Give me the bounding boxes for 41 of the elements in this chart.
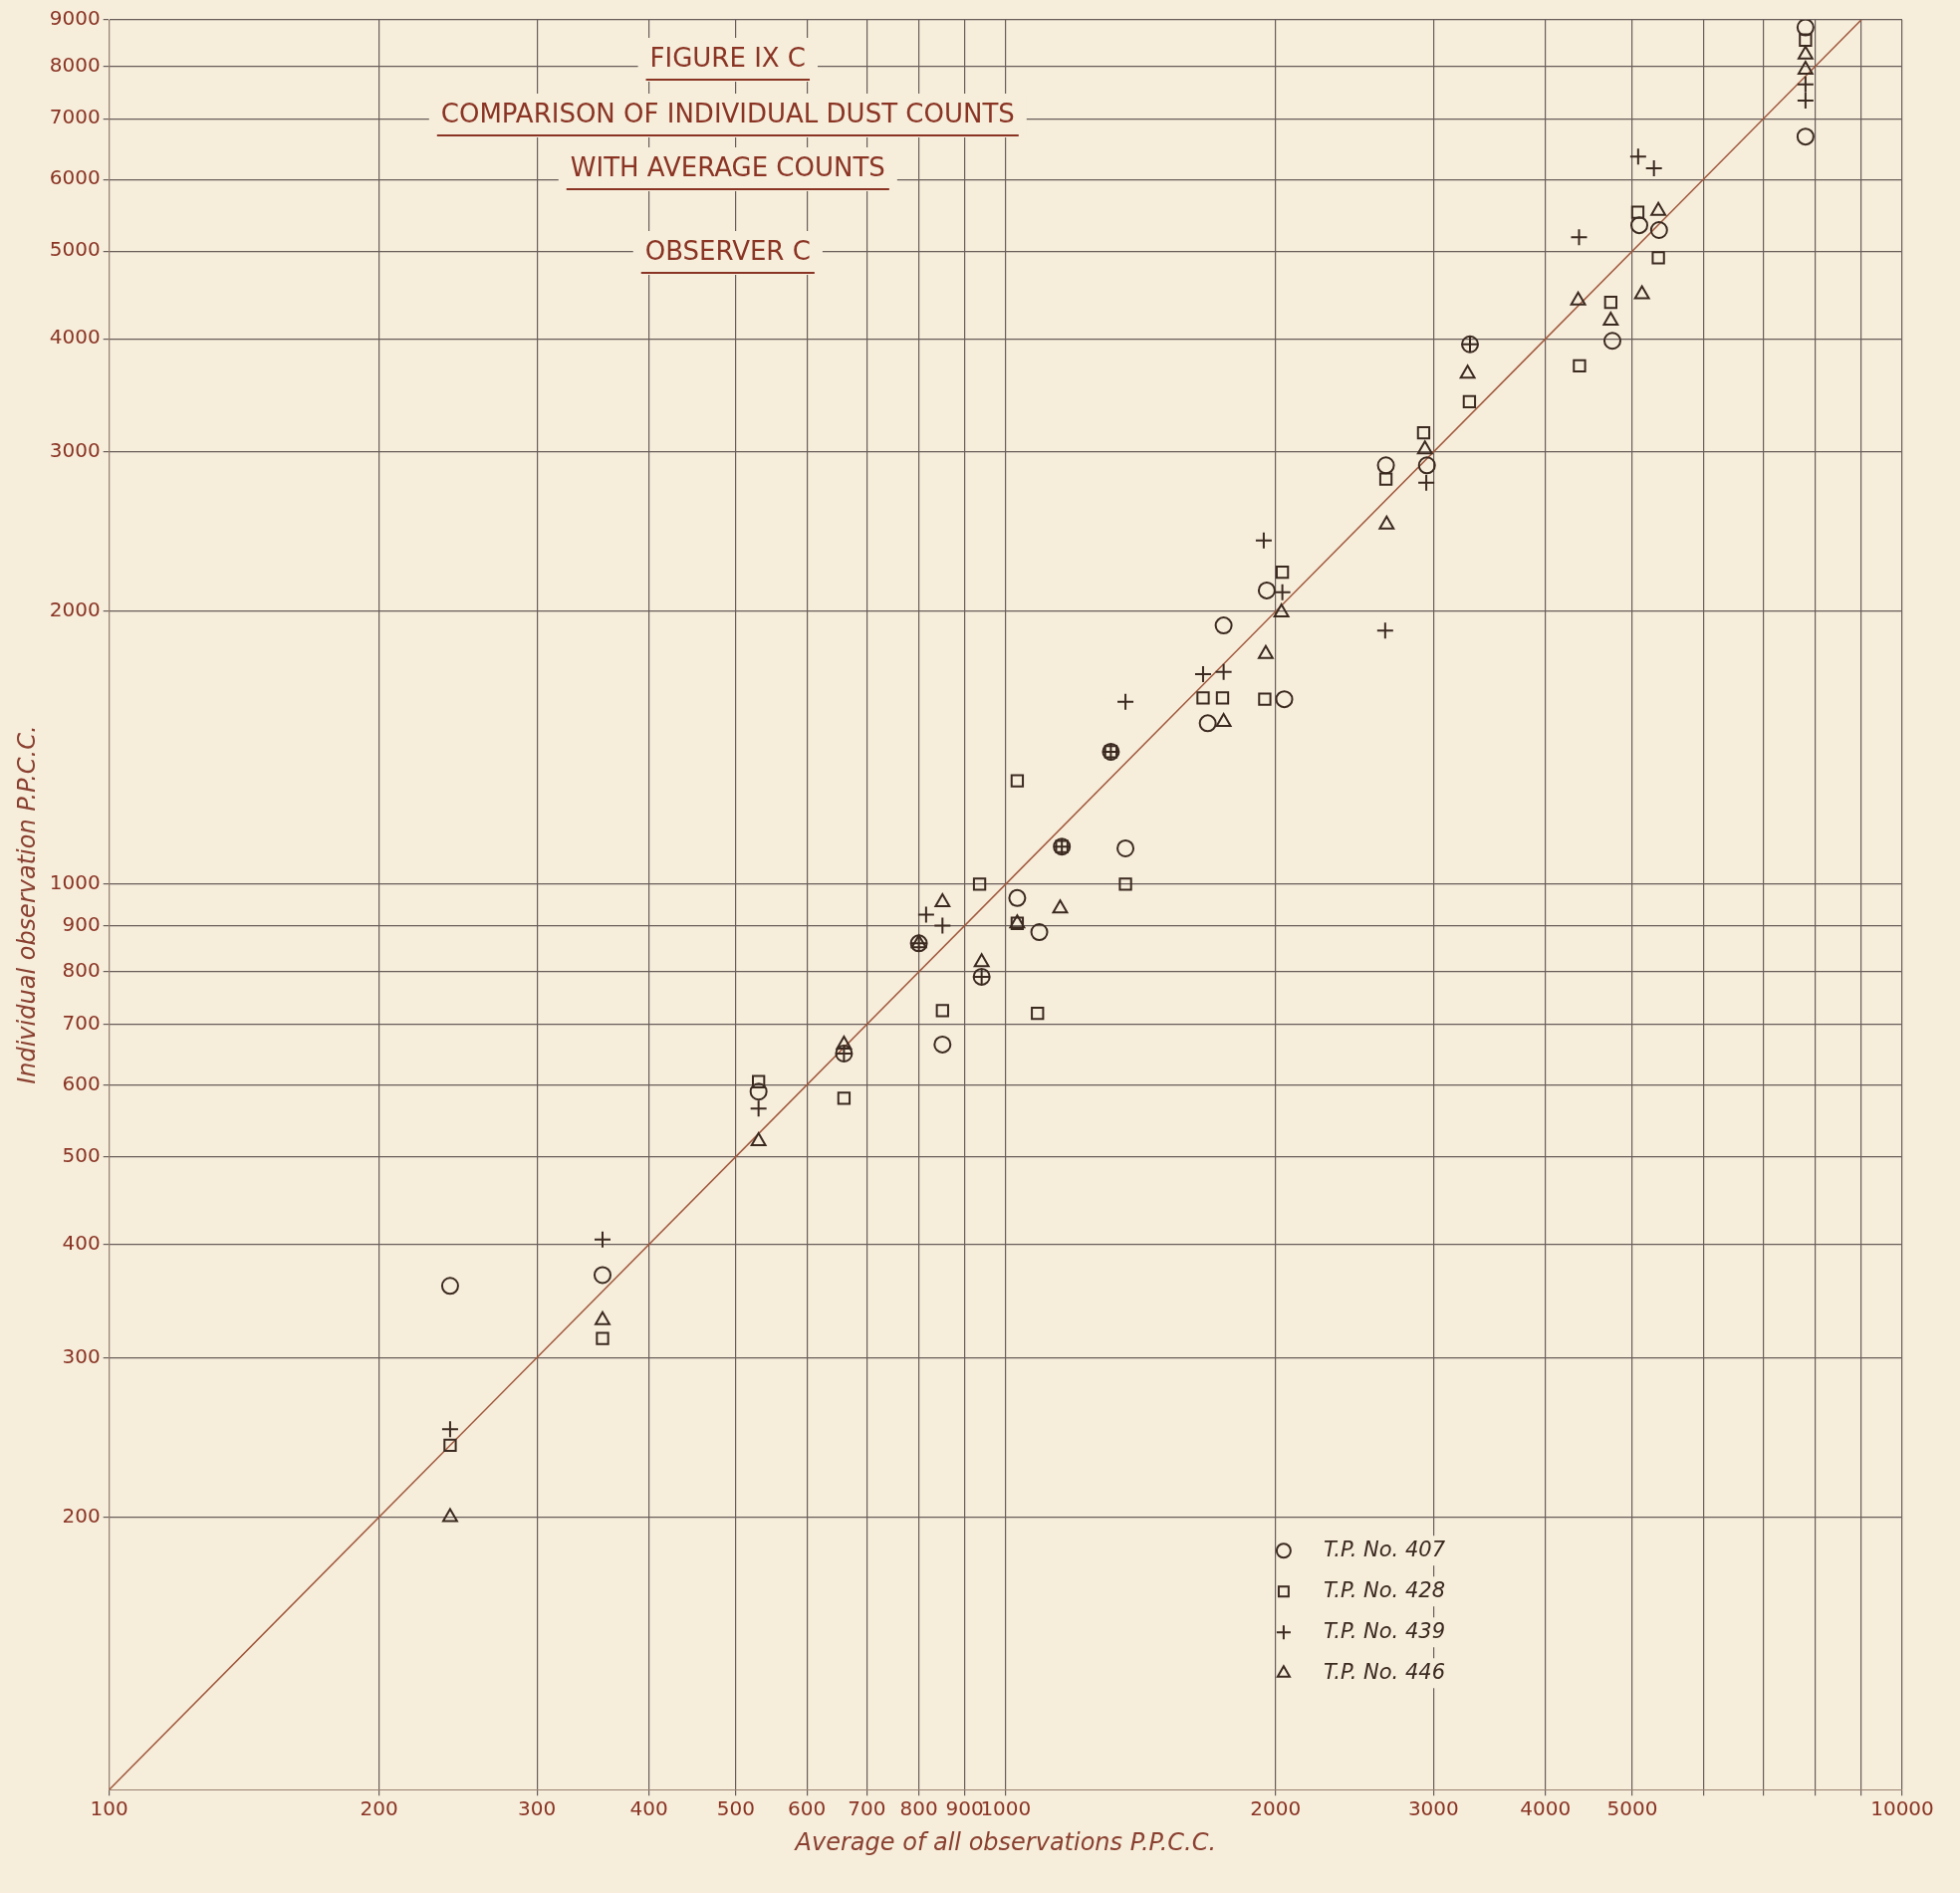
x-tick-label: 4000 [1520,1796,1572,1821]
x-tick-label: 3000 [1407,1796,1459,1821]
legend-label: T.P. No. 446 [1323,1659,1446,1684]
y-tick-label: 600 [62,1070,101,1095]
annotation: OBSERVER C [644,235,811,266]
x-tick-label: 5000 [1606,1796,1658,1821]
y-tick-label: 3000 [49,438,101,463]
y-tick-label: 400 [62,1230,101,1255]
x-tick-label: 2000 [1250,1796,1302,1821]
x-tick-label: 500 [716,1796,755,1821]
y-tick-label: 2000 [49,597,101,622]
x-tick-label: 300 [518,1796,557,1821]
legend-label: T.P. No. 439 [1323,1618,1446,1643]
y-tick-label: 500 [62,1142,101,1167]
y-tick-label: 6000 [49,165,101,190]
text: FIGURE IX C [649,42,807,73]
x-tick-label: 900 [945,1796,984,1821]
text: COMPARISON OF INDIVIDUAL DUST COUNTS [440,98,1015,128]
y-tick-label: 8000 [49,52,101,77]
x-tick-label: 700 [848,1796,886,1821]
x-axis-title: Average of all observations P.P.C.C. [793,1827,1217,1856]
x-tick-label: 400 [629,1796,668,1821]
x-tick-label: 100 [90,1796,128,1821]
y-tick-label: 700 [62,1010,101,1035]
y-tick-label: 1000 [49,870,101,894]
x-tick-label: 800 [899,1796,938,1821]
y-tick-label: 7000 [49,105,101,129]
y-axis-title: Individual observation P.P.C.C. [12,725,41,1084]
legend-label: T.P. No. 407 [1323,1537,1446,1561]
y-tick-label: 4000 [49,325,101,350]
y-tick-label: 9000 [49,6,101,31]
x-tick-label: 10000 [1870,1796,1934,1821]
annotation: WITH AVERAGE COUNTS [570,151,885,182]
x-tick-label: 200 [360,1796,398,1821]
y-tick-label: 200 [62,1503,101,1528]
y-tick-label: 300 [62,1343,101,1368]
legend-label: T.P. No. 428 [1323,1577,1446,1602]
x-tick-label: 600 [788,1796,827,1821]
y-tick-label: 900 [62,911,101,936]
y-tick-label: 800 [62,958,101,983]
y-tick-label: 5000 [49,237,101,262]
